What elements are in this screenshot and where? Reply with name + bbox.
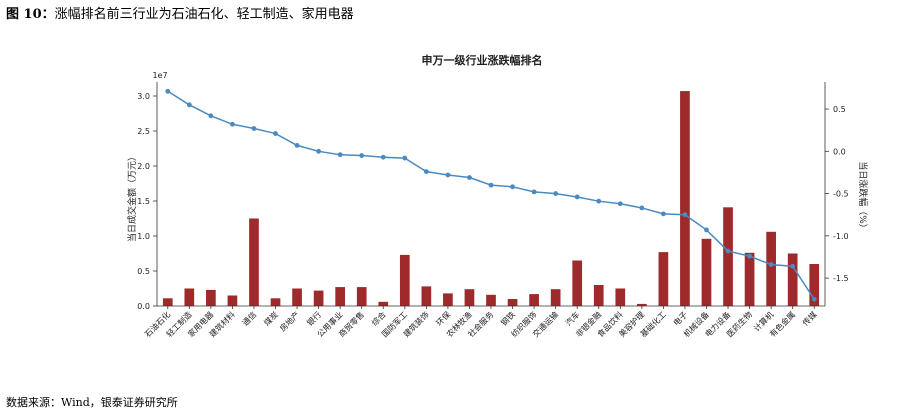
right-tick-label: -0.5 [833,190,849,199]
x-tick-label: 通信 [240,309,258,327]
bar-16 [486,294,496,306]
left-tick-label: 2.5 [137,127,150,136]
left-tick-label: 0.0 [137,302,150,311]
change-point-6 [273,131,278,136]
figure-label: 图 10： [6,7,55,22]
x-tick-label: 房地产 [277,309,301,333]
bar-26 [701,238,712,306]
left-tick-label: 3.0 [137,92,150,101]
change-point-26 [704,227,709,233]
x-tick-label: 钢铁 [499,309,517,327]
change-line [167,90,815,300]
change-point-4 [230,121,235,127]
bar-3 [206,289,216,306]
bar-20 [572,260,583,306]
data-source-note: 数据来源：Wind，银泰证券研究所 [6,396,178,409]
change-point-17 [510,184,515,190]
change-point-21 [596,198,602,204]
change-point-12 [402,155,408,161]
bar-27 [723,207,733,306]
bar-24 [658,252,669,306]
change-point-23 [639,205,645,211]
right-tick-label: -1.0 [833,232,849,241]
bar-5 [249,218,259,306]
bar-17 [507,299,518,306]
change-point-11 [380,154,386,160]
bar-14 [443,293,453,306]
change-point-30 [790,263,796,269]
bars-layer [162,91,820,306]
bar-29 [766,231,776,306]
change-point-19 [553,191,559,196]
left-tick-label: 2.0 [137,162,150,171]
bar-30 [787,253,798,306]
bar-21 [593,285,604,306]
bar-22 [615,288,626,306]
change-point-2 [186,102,192,108]
bar-4 [227,295,238,306]
change-point-5 [251,126,257,131]
change-point-22 [617,201,623,207]
bar-23 [636,303,647,306]
change-point-13 [423,169,429,175]
x-tick-label: 传媒 [800,309,818,327]
left-tick-label: 0.5 [137,267,150,276]
bar-15 [464,289,475,306]
right-tick-label: 0.5 [833,105,846,114]
x-tick-label: 环保 [434,309,452,327]
change-point-24 [660,211,666,217]
change-point-18 [531,189,537,195]
figure-header: 图 10：涨幅排名前三行业为石油石化、轻工制造、家用电器 [6,3,354,22]
change-point-10 [359,153,365,158]
x-tick-label: 煤炭 [262,309,280,327]
change-point-27 [725,248,731,254]
change-point-25 [682,212,688,218]
bar-1 [162,298,173,306]
x-tick-label: 银行 [305,309,323,327]
x-tick-label: 电子 [671,309,689,327]
bar-12 [399,254,410,306]
axes-layer: 0.0 0.5 1.0 1.5 2.0 2.5 3.0 -1.5 -1.0 -0.5 0.0 0.5 [137,82,849,311]
right-axis-label: 当日涨跌幅（%） [857,161,869,233]
bar-6 [270,298,281,306]
change-point-8 [316,148,322,154]
bar-11 [378,301,389,306]
chart-title: 申万一级行业涨跌幅排名 [422,53,543,67]
bar-31 [809,264,820,306]
bar-9 [335,287,346,306]
change-point-3 [208,113,214,119]
bar-7 [292,288,302,306]
left-tick-label: 1.5 [137,197,150,206]
bar-10 [356,287,367,306]
line-layer [165,88,817,302]
right-tick-label: 0.0 [833,147,846,156]
x-tick-label: 综合 [369,309,387,327]
bar-25 [680,91,690,306]
left-axis-label: 当日成交金额（万元） [126,152,138,242]
change-point-15 [467,175,472,180]
bar-13 [421,286,432,306]
figure-caption: 涨幅排名前三行业为石油石化、轻工制造、家用电器 [54,7,354,22]
change-point-9 [337,152,343,158]
change-point-28 [747,253,752,259]
bar-28 [744,252,755,306]
left-axis-scale-label: 1e7 [152,71,167,80]
change-point-31 [811,296,817,302]
bar-19 [550,289,561,306]
change-point-20 [574,194,580,200]
change-point-14 [445,172,451,178]
change-point-7 [294,142,300,148]
bar-18 [529,294,539,306]
x-tick-label: 汽车 [563,309,581,327]
change-point-29 [768,262,774,267]
right-tick-label: -1.5 [833,274,849,283]
bar-2 [184,288,195,306]
change-point-1 [165,88,171,94]
change-point-16 [488,182,494,188]
bar-8 [313,290,324,306]
left-tick-label: 1.0 [137,232,150,241]
